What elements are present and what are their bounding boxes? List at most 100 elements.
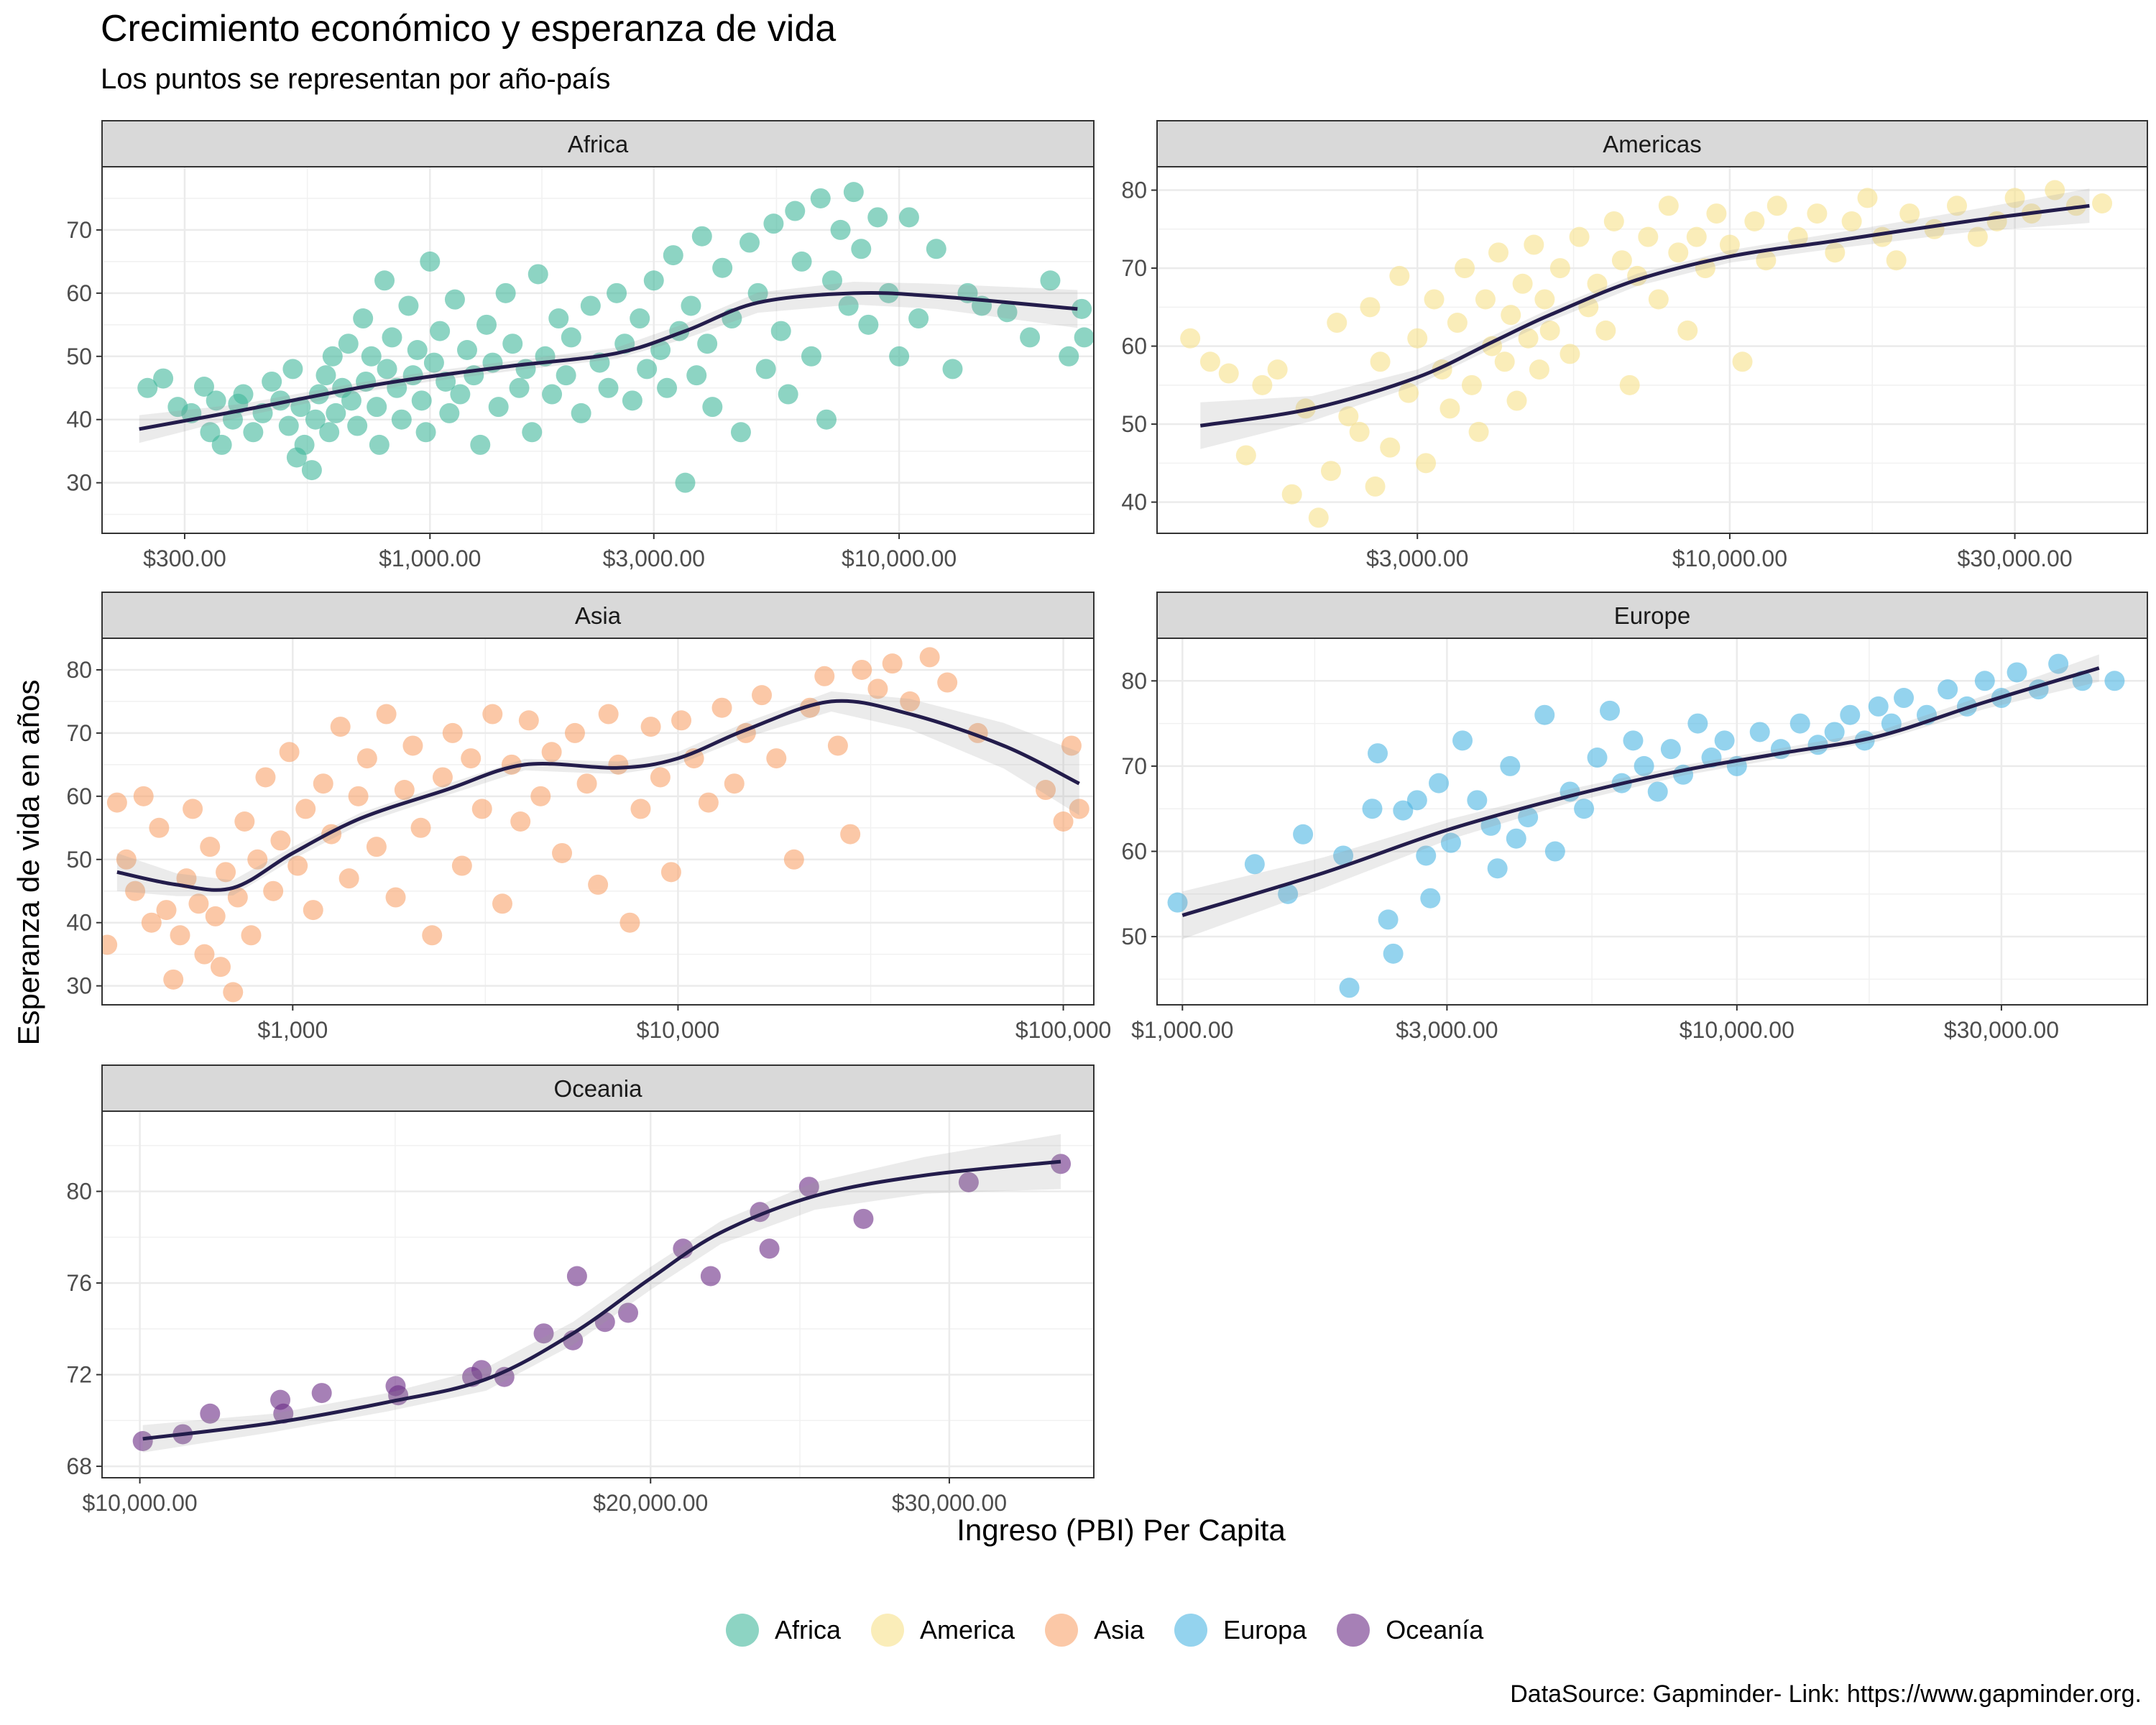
data-point	[1539, 320, 1560, 341]
data-point	[1512, 273, 1533, 294]
data-point	[1574, 799, 1595, 819]
data-point	[838, 295, 859, 316]
data-point	[766, 748, 787, 769]
data-point	[747, 282, 768, 303]
data-point	[552, 842, 573, 863]
data-point	[1293, 824, 1314, 845]
data-point	[1475, 289, 1496, 310]
data-point	[210, 957, 231, 978]
data-point	[556, 365, 576, 386]
data-point	[1380, 437, 1401, 458]
data-point	[1518, 328, 1539, 349]
panel-border	[1156, 166, 2148, 534]
data-point	[2004, 188, 2025, 208]
data-point	[2104, 671, 2125, 691]
data-point	[1455, 258, 1475, 279]
data-point	[295, 799, 316, 819]
data-point	[125, 880, 146, 901]
data-point	[200, 837, 221, 857]
data-point	[326, 402, 346, 423]
data-point	[1544, 841, 1565, 862]
x-tick-label: $20,000.00	[593, 1490, 708, 1516]
chart-title: Crecimiento económico y esperanza de vid…	[101, 8, 837, 50]
data-point	[1623, 730, 1644, 751]
data-point	[588, 874, 609, 895]
y-tick-label: 80	[66, 1179, 92, 1205]
data-point	[1549, 258, 1570, 279]
data-point	[1278, 883, 1299, 904]
data-point	[1587, 748, 1608, 768]
confidence-band	[142, 1133, 1061, 1453]
data-point	[353, 308, 374, 329]
data-point	[1051, 1154, 1072, 1174]
data-point	[852, 659, 872, 680]
data-point	[700, 1266, 721, 1287]
data-point	[663, 245, 683, 266]
trend-line	[1181, 666, 2100, 917]
trend-line	[116, 699, 1080, 892]
data-point	[1638, 226, 1659, 247]
data-point	[1349, 421, 1370, 442]
data-point	[619, 912, 640, 933]
data-point	[1841, 211, 1862, 231]
data-point	[1857, 188, 1878, 208]
data-point	[1040, 270, 1061, 291]
data-point	[502, 334, 523, 354]
data-point	[561, 327, 581, 348]
data-point	[347, 415, 368, 436]
data-point	[270, 830, 291, 851]
data-point	[1365, 476, 1386, 497]
x-tick-label: $10,000	[637, 1017, 720, 1043]
data-point	[1487, 858, 1508, 879]
legend-key-africa	[726, 1614, 759, 1647]
y-tick-label: 40	[66, 407, 92, 433]
data-point	[133, 786, 154, 806]
data-point	[451, 855, 472, 876]
legend-item-america[interactable]: America	[871, 1614, 1015, 1647]
y-tick-label: 70	[1121, 255, 1147, 281]
data-point	[338, 868, 359, 889]
data-point	[450, 384, 471, 405]
data-point	[1714, 730, 1735, 751]
panel-border	[101, 1110, 1095, 1478]
legend-label: Africa	[775, 1615, 842, 1644]
data-point	[1069, 799, 1089, 819]
data-point	[1378, 909, 1399, 930]
data-point	[176, 868, 197, 889]
data-point	[798, 1177, 819, 1197]
data-point	[301, 460, 322, 481]
data-point	[598, 377, 619, 398]
data-point	[494, 1366, 515, 1387]
data-point	[643, 270, 664, 291]
data-point	[1468, 421, 1489, 442]
data-point	[361, 346, 382, 367]
legend: Africa America Asia Europa Oceanía	[726, 1605, 1514, 1655]
legend-item-oceania[interactable]: Oceanía	[1337, 1614, 1483, 1647]
y-tick-label: 70	[66, 217, 92, 243]
data-point	[827, 735, 848, 756]
data-point	[1424, 289, 1445, 310]
data-point	[1974, 671, 1995, 691]
y-tick-label: 60	[1121, 839, 1147, 865]
data-point	[1825, 242, 1846, 263]
data-point	[571, 402, 591, 423]
legend-item-asia[interactable]: Asia	[1045, 1614, 1144, 1647]
data-point	[1706, 203, 1727, 224]
data-point	[867, 207, 888, 228]
data-point	[1824, 722, 1845, 742]
data-point	[724, 773, 745, 794]
legend-item-africa[interactable]: Africa	[726, 1614, 841, 1647]
data-point	[566, 1266, 587, 1287]
x-tick-label: $30,000.00	[892, 1490, 1007, 1516]
data-point	[1749, 722, 1770, 742]
data-point	[313, 773, 333, 794]
data-point	[1199, 351, 1220, 372]
legend-item-europa[interactable]: Europa	[1174, 1614, 1307, 1647]
data-point	[205, 906, 226, 926]
data-point	[247, 849, 268, 870]
data-point	[471, 799, 492, 819]
data-point	[926, 239, 946, 259]
legend-key-america	[871, 1614, 905, 1647]
facet-strip-label: Asia	[575, 602, 622, 629]
data-point	[1488, 242, 1509, 263]
